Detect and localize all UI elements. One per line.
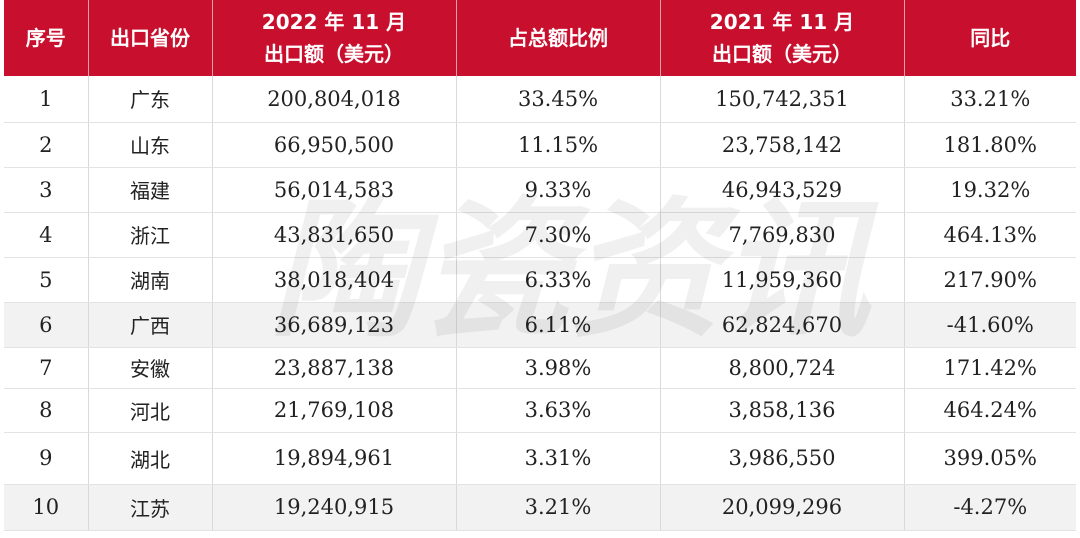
cell-yoy: 399.05%	[904, 432, 1076, 485]
cell-export-2021: 23,758,142	[660, 122, 905, 168]
table-row: 7 安徽 23,887,138 3.98% 8,800,724 171.42%	[4, 347, 1076, 389]
cell-export-2022: 56,014,583	[212, 167, 457, 213]
cell-share: 6.11%	[456, 302, 661, 348]
export-table: 序号 出口省份 2022 年 11 月 出口额（美元） 占总额比例 2021 年…	[4, 0, 1076, 531]
cell-share: 11.15%	[456, 122, 661, 168]
header-yoy: 同比	[904, 0, 1076, 76]
table-row: 2 山东 66,950,500 11.15% 23,758,142 181.80…	[4, 122, 1076, 168]
table-row: 8 河北 21,769,108 3.63% 3,858,136 464.24%	[4, 388, 1076, 433]
cell-export-2021: 62,824,670	[660, 302, 905, 348]
cell-yoy: 217.90%	[904, 257, 1076, 303]
table-row: 9 湖北 19,894,961 3.31% 3,986,550 399.05%	[4, 432, 1076, 485]
cell-export-2022: 19,240,915	[212, 484, 457, 531]
cell-yoy: 464.13%	[904, 212, 1076, 258]
cell-share: 9.33%	[456, 167, 661, 213]
cell-yoy: 19.32%	[904, 167, 1076, 213]
cell-province: 河北	[88, 388, 213, 433]
header-export-2022-line2: 出口额（美元）	[264, 42, 404, 66]
cell-export-2021: 8,800,724	[660, 347, 905, 389]
header-export-2021-line1: 2021 年 11 月	[709, 10, 855, 34]
cell-share: 7.30%	[456, 212, 661, 258]
cell-export-2021: 150,742,351	[660, 76, 905, 123]
cell-share: 3.31%	[456, 432, 661, 485]
header-export-2022: 2022 年 11 月 出口额（美元）	[212, 0, 457, 76]
header-rank: 序号	[4, 0, 89, 76]
header-share: 占总额比例	[456, 0, 661, 76]
cell-export-2021: 3,858,136	[660, 388, 905, 433]
table-row: 1 广东 200,804,018 33.45% 150,742,351 33.2…	[4, 76, 1076, 123]
table-row: 6 广西 36,689,123 6.11% 62,824,670 -41.60%	[4, 302, 1076, 348]
table-row: 5 湖南 38,018,404 6.33% 11,959,360 217.90%	[4, 257, 1076, 303]
cell-rank: 1	[4, 76, 89, 123]
cell-rank: 8	[4, 388, 89, 433]
cell-province: 福建	[88, 167, 213, 213]
cell-yoy: 33.21%	[904, 76, 1076, 123]
cell-export-2022: 38,018,404	[212, 257, 457, 303]
cell-export-2022: 200,804,018	[212, 76, 457, 123]
cell-yoy: 171.42%	[904, 347, 1076, 389]
cell-yoy: -4.27%	[904, 484, 1076, 531]
cell-export-2021: 7,769,830	[660, 212, 905, 258]
cell-province: 广西	[88, 302, 213, 348]
cell-rank: 2	[4, 122, 89, 168]
cell-rank: 9	[4, 432, 89, 485]
cell-province: 湖南	[88, 257, 213, 303]
cell-share: 3.21%	[456, 484, 661, 531]
cell-share: 3.98%	[456, 347, 661, 389]
table-row: 3 福建 56,014,583 9.33% 46,943,529 19.32%	[4, 167, 1076, 213]
cell-export-2021: 20,099,296	[660, 484, 905, 531]
header-province: 出口省份	[88, 0, 213, 76]
cell-yoy: 181.80%	[904, 122, 1076, 168]
cell-rank: 7	[4, 347, 89, 389]
cell-export-2022: 36,689,123	[212, 302, 457, 348]
table-row: 4 浙江 43,831,650 7.30% 7,769,830 464.13%	[4, 212, 1076, 258]
cell-export-2022: 23,887,138	[212, 347, 457, 389]
header-row: 序号 出口省份 2022 年 11 月 出口额（美元） 占总额比例 2021 年…	[4, 0, 1076, 76]
cell-share: 6.33%	[456, 257, 661, 303]
cell-province: 安徽	[88, 347, 213, 389]
cell-yoy: -41.60%	[904, 302, 1076, 348]
cell-rank: 6	[4, 302, 89, 348]
cell-share: 33.45%	[456, 76, 661, 123]
cell-rank: 4	[4, 212, 89, 258]
cell-share: 3.63%	[456, 388, 661, 433]
cell-province: 江苏	[88, 484, 213, 531]
header-export-2021-line2: 出口额（美元）	[712, 42, 852, 66]
header-export-2022-line1: 2022 年 11 月	[261, 10, 407, 34]
cell-rank: 3	[4, 167, 89, 213]
cell-province: 广东	[88, 76, 213, 123]
header-export-2021: 2021 年 11 月 出口额（美元）	[660, 0, 905, 76]
cell-export-2022: 21,769,108	[212, 388, 457, 433]
table-row: 10 江苏 19,240,915 3.21% 20,099,296 -4.27%	[4, 484, 1076, 531]
cell-yoy: 464.24%	[904, 388, 1076, 433]
cell-export-2022: 43,831,650	[212, 212, 457, 258]
cell-export-2021: 46,943,529	[660, 167, 905, 213]
cell-export-2021: 11,959,360	[660, 257, 905, 303]
cell-province: 浙江	[88, 212, 213, 258]
cell-rank: 5	[4, 257, 89, 303]
cell-rank: 10	[4, 484, 89, 531]
cell-export-2021: 3,986,550	[660, 432, 905, 485]
cell-province: 山东	[88, 122, 213, 168]
cell-export-2022: 19,894,961	[212, 432, 457, 485]
cell-province: 湖北	[88, 432, 213, 485]
cell-export-2022: 66,950,500	[212, 122, 457, 168]
